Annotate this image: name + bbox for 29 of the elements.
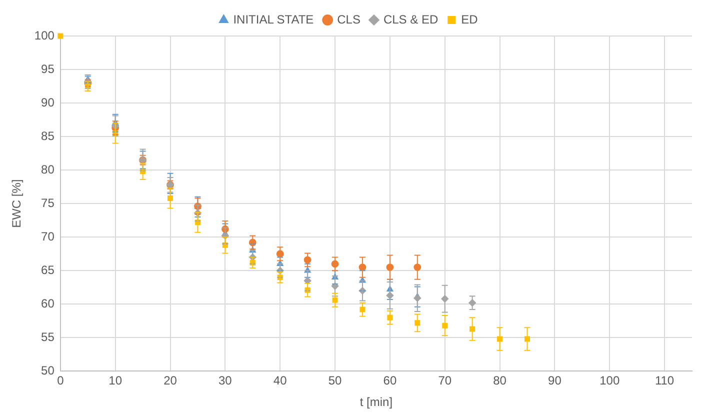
x-tick-label: 0 [57, 374, 64, 388]
y-tick-label: 65 [41, 262, 55, 277]
y-tick-label: 55 [41, 330, 55, 344]
x-tick-label: 40 [273, 374, 288, 388]
x-tick-label: 60 [383, 374, 397, 388]
y-tick-label: 85 [41, 128, 55, 143]
y-tick-label: 90 [41, 95, 55, 110]
y-tick-label: 100 [34, 28, 55, 42]
x-tick-label: 90 [548, 374, 562, 388]
y-axis-title: EWC [%] [10, 179, 24, 228]
y-tick-label: 60 [41, 296, 55, 310]
legend-label: CLS & ED [383, 12, 438, 26]
y-tick-label: 95 [41, 62, 55, 76]
y-tick-label: 75 [41, 196, 55, 210]
x-tick-label: 10 [108, 374, 122, 388]
x-tick-label: 110 [654, 374, 674, 388]
y-tick-label: 70 [41, 229, 55, 244]
y-tick-label: 50 [41, 364, 55, 378]
legend-label: INITIAL STATE [233, 12, 314, 26]
legend-label: CLS [337, 12, 360, 26]
y-tick-label: 80 [41, 162, 55, 176]
x-tick-label: 100 [600, 374, 620, 388]
x-tick-label: 30 [218, 374, 232, 388]
x-axis-title: t [min] [360, 395, 393, 410]
x-tick-label: 50 [328, 374, 342, 388]
legend-label: ED [461, 12, 478, 26]
x-tick-label: 70 [438, 374, 452, 388]
x-tick-label: 20 [164, 374, 178, 388]
x-tick-label: 80 [493, 374, 507, 388]
